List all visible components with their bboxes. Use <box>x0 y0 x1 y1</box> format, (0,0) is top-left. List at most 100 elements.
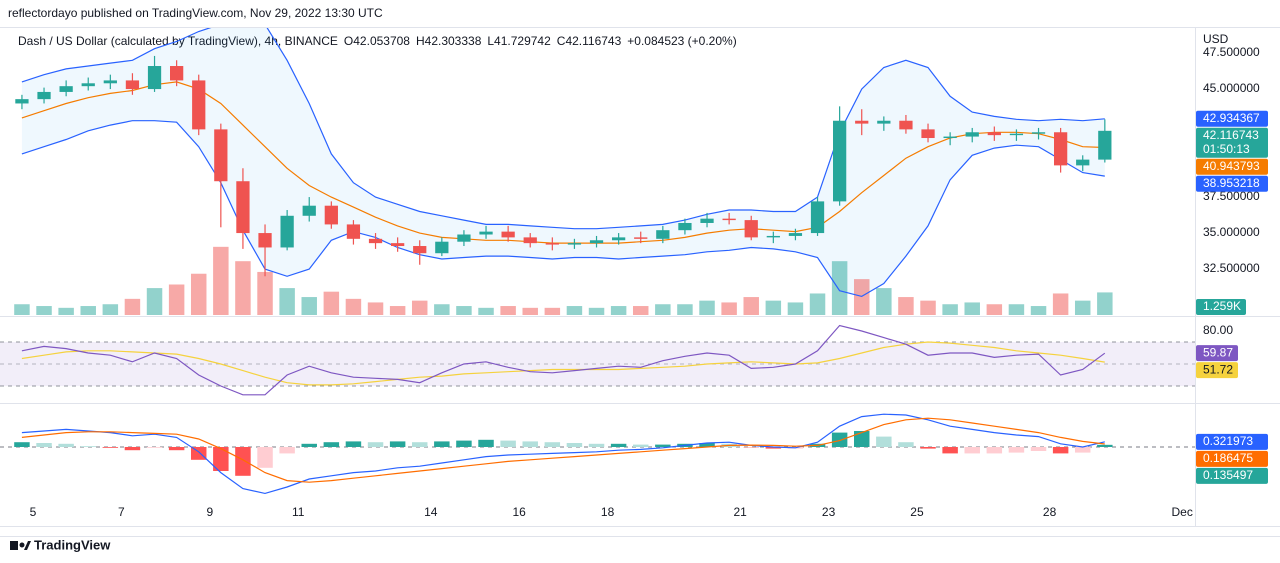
macd-histogram-bar <box>434 441 450 447</box>
volume-bar <box>942 304 958 315</box>
volume-bar <box>964 302 980 315</box>
macd-histogram-bar <box>301 443 317 447</box>
candle-body <box>435 241 449 254</box>
volume-bar <box>58 307 74 315</box>
candle-body <box>1009 133 1024 136</box>
candle-body <box>877 120 891 124</box>
candle-body <box>722 218 736 221</box>
candle-body <box>15 99 29 104</box>
candle-body <box>346 224 361 239</box>
macd-badge-label: 0.135497 <box>1203 468 1253 482</box>
volume-bar <box>1097 292 1113 315</box>
rsi-badge-label: 51.72 <box>1203 362 1233 376</box>
macd-badge <box>1196 450 1268 467</box>
volume-bar <box>478 307 494 315</box>
volume-bar <box>787 302 804 315</box>
x-tick-label: 23 <box>822 505 836 519</box>
candle-body <box>236 181 250 234</box>
candle-body <box>125 80 140 90</box>
volume-bar <box>411 300 428 315</box>
macd-histogram-bar <box>610 443 627 447</box>
rsi-line <box>21 324 1106 396</box>
rsi-badge-label: 59.87 <box>1203 345 1233 359</box>
y-tick-label: 37.500000 <box>1203 189 1260 203</box>
volume-bar <box>14 304 30 315</box>
macd-histogram-bar <box>1097 444 1113 447</box>
macd-badge-label: 0.321973 <box>1203 434 1253 448</box>
candle-body <box>744 220 758 238</box>
ohlc-value: O42.053708 <box>344 34 410 48</box>
candle-body <box>368 238 383 244</box>
macd-histogram-bar <box>36 443 52 447</box>
volume-bar <box>190 273 207 315</box>
brand-name: TradingView <box>34 537 111 552</box>
volume-bar <box>1008 304 1025 315</box>
x-tick-label: 16 <box>513 505 527 519</box>
volume-bar <box>257 271 273 315</box>
macd-histogram-bar <box>146 447 163 448</box>
candle-body <box>899 120 913 130</box>
volume-bar <box>235 261 251 315</box>
bb-lower <box>21 120 1105 298</box>
volume-bar <box>500 306 516 315</box>
volume-bar <box>743 297 759 315</box>
candle-body <box>987 132 1001 136</box>
volume-bar <box>831 261 848 315</box>
volume-bar <box>876 288 892 315</box>
y-tick-label: 47.500000 <box>1203 45 1260 59</box>
price-badge <box>1196 158 1268 175</box>
candle-body <box>678 222 692 231</box>
macd-histogram-bar <box>168 447 185 451</box>
candle-body <box>391 243 405 247</box>
volume-bar <box>588 307 605 315</box>
volume-bar <box>632 306 649 315</box>
currency-label: USD <box>1203 32 1229 46</box>
candle-body <box>788 233 803 236</box>
volume-bar <box>1074 300 1091 315</box>
macd-histogram-bar <box>14 442 30 447</box>
macd-histogram-bar <box>1008 447 1025 453</box>
macd-histogram-bar <box>323 442 340 447</box>
candle-body <box>81 83 95 87</box>
macd-histogram-bar <box>367 442 384 447</box>
macd-badge-label: 0.186475 <box>1203 451 1253 465</box>
candle-body <box>943 136 957 139</box>
macd-histogram-bar <box>898 442 914 447</box>
volume-bar <box>102 304 119 315</box>
candle-body <box>479 231 493 235</box>
macd-histogram-bar <box>986 447 1003 454</box>
candle-body <box>302 205 316 216</box>
candle-body <box>457 234 471 242</box>
price-badge <box>1196 110 1268 127</box>
price-badge <box>1196 175 1268 192</box>
volume-bar <box>279 288 295 315</box>
y-tick-label: 80.00 <box>1203 323 1233 337</box>
macd-histogram-bar <box>831 432 848 447</box>
volume-bar <box>677 304 693 315</box>
candle-body <box>1031 132 1046 134</box>
macd-histogram-bar <box>235 447 251 476</box>
volume-bar <box>898 297 914 315</box>
ohlc-value: C42.116743 <box>557 34 622 48</box>
candle-body <box>280 215 294 248</box>
price-badge-label: 42.934367 <box>1203 111 1260 125</box>
candle-body <box>214 129 228 182</box>
macd-histogram-bar <box>279 447 295 454</box>
macd-histogram-bar <box>964 447 980 454</box>
candle-body <box>1054 132 1068 166</box>
macd-histogram-bar <box>257 447 273 468</box>
volume-bar <box>124 298 141 315</box>
x-tick-label: 14 <box>424 505 438 519</box>
x-tick-label: 25 <box>910 505 924 519</box>
ohlc-value: L41.729742 <box>487 34 551 48</box>
macd-histogram-bar <box>632 444 649 447</box>
macd-histogram-bar <box>920 447 936 449</box>
rsi-ma <box>21 341 1105 386</box>
macd-histogram-bar <box>765 447 782 449</box>
candle-body <box>103 80 117 84</box>
ohlc-value: +0.084523 (+0.20%) <box>627 34 736 48</box>
volume-bar <box>367 302 384 315</box>
candle-body <box>855 120 869 124</box>
y-tick-label: 45.000000 <box>1203 81 1260 95</box>
x-tick-label: 9 <box>206 505 213 519</box>
